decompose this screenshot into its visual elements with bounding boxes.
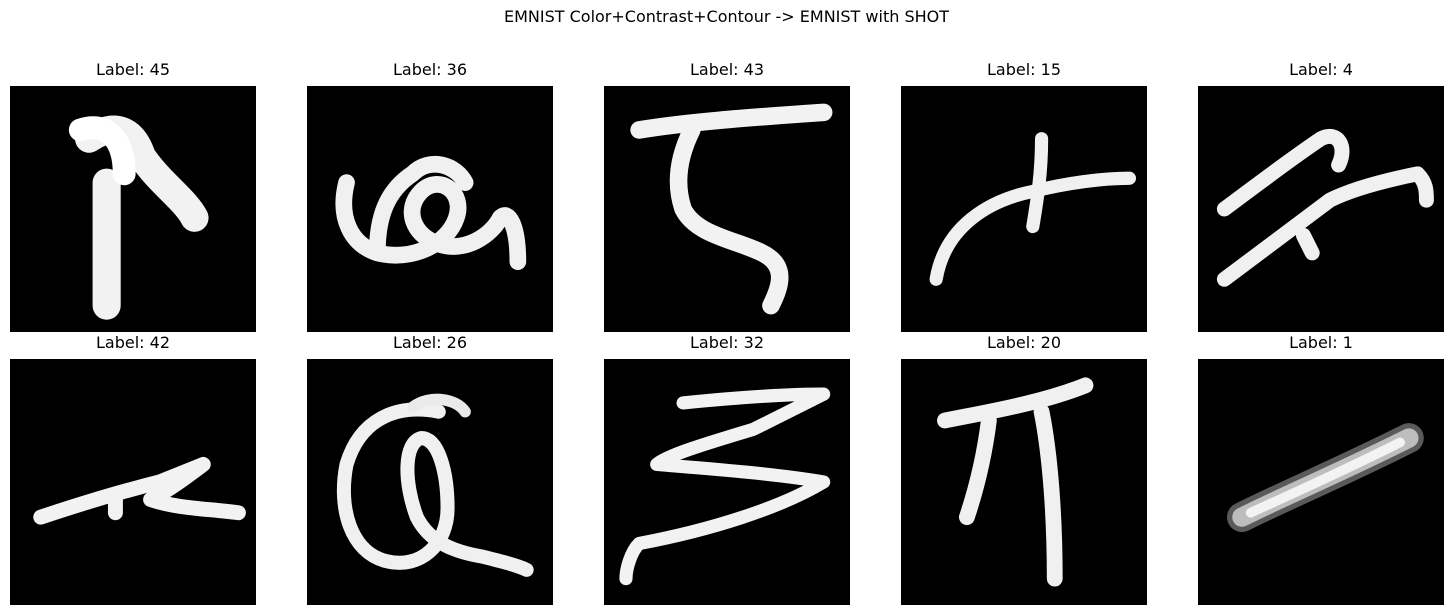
digit-image <box>307 359 553 605</box>
digit-image <box>1198 359 1444 605</box>
panel-7: Label: 26 <box>307 333 553 605</box>
panel-label: Label: 15 <box>987 60 1061 79</box>
panel-label: Label: 45 <box>96 60 170 79</box>
figure-title: EMNIST Color+Contrast+Contour -> EMNIST … <box>503 7 949 26</box>
panel-1: Label: 45 <box>10 60 256 332</box>
panel-2: Label: 36 <box>307 60 553 332</box>
panel-6: Label: 42 <box>10 333 256 605</box>
digit-image <box>10 86 256 332</box>
panel-5: Label: 4 <box>1198 60 1444 332</box>
panel-label: Label: 32 <box>690 333 764 352</box>
panel-4: Label: 15 <box>901 60 1147 332</box>
digit-image <box>10 359 256 605</box>
panel-label: Label: 4 <box>1289 60 1353 79</box>
panel-9: Label: 20 <box>901 333 1147 605</box>
digit-image <box>307 86 553 332</box>
panel-label: Label: 26 <box>393 333 467 352</box>
panel-label: Label: 42 <box>96 333 170 352</box>
panel-label: Label: 43 <box>690 60 764 79</box>
panel-label: Label: 20 <box>987 333 1061 352</box>
panel-10: Label: 1 <box>1198 333 1444 605</box>
panel-8: Label: 32 <box>604 333 850 605</box>
digit-image <box>901 359 1147 605</box>
panel-label: Label: 1 <box>1289 333 1353 352</box>
digit-image <box>901 86 1147 332</box>
panel-3: Label: 43 <box>604 60 850 332</box>
digit-image <box>604 86 850 332</box>
digit-image <box>1198 86 1444 332</box>
digit-image <box>604 359 850 605</box>
panel-label: Label: 36 <box>393 60 467 79</box>
